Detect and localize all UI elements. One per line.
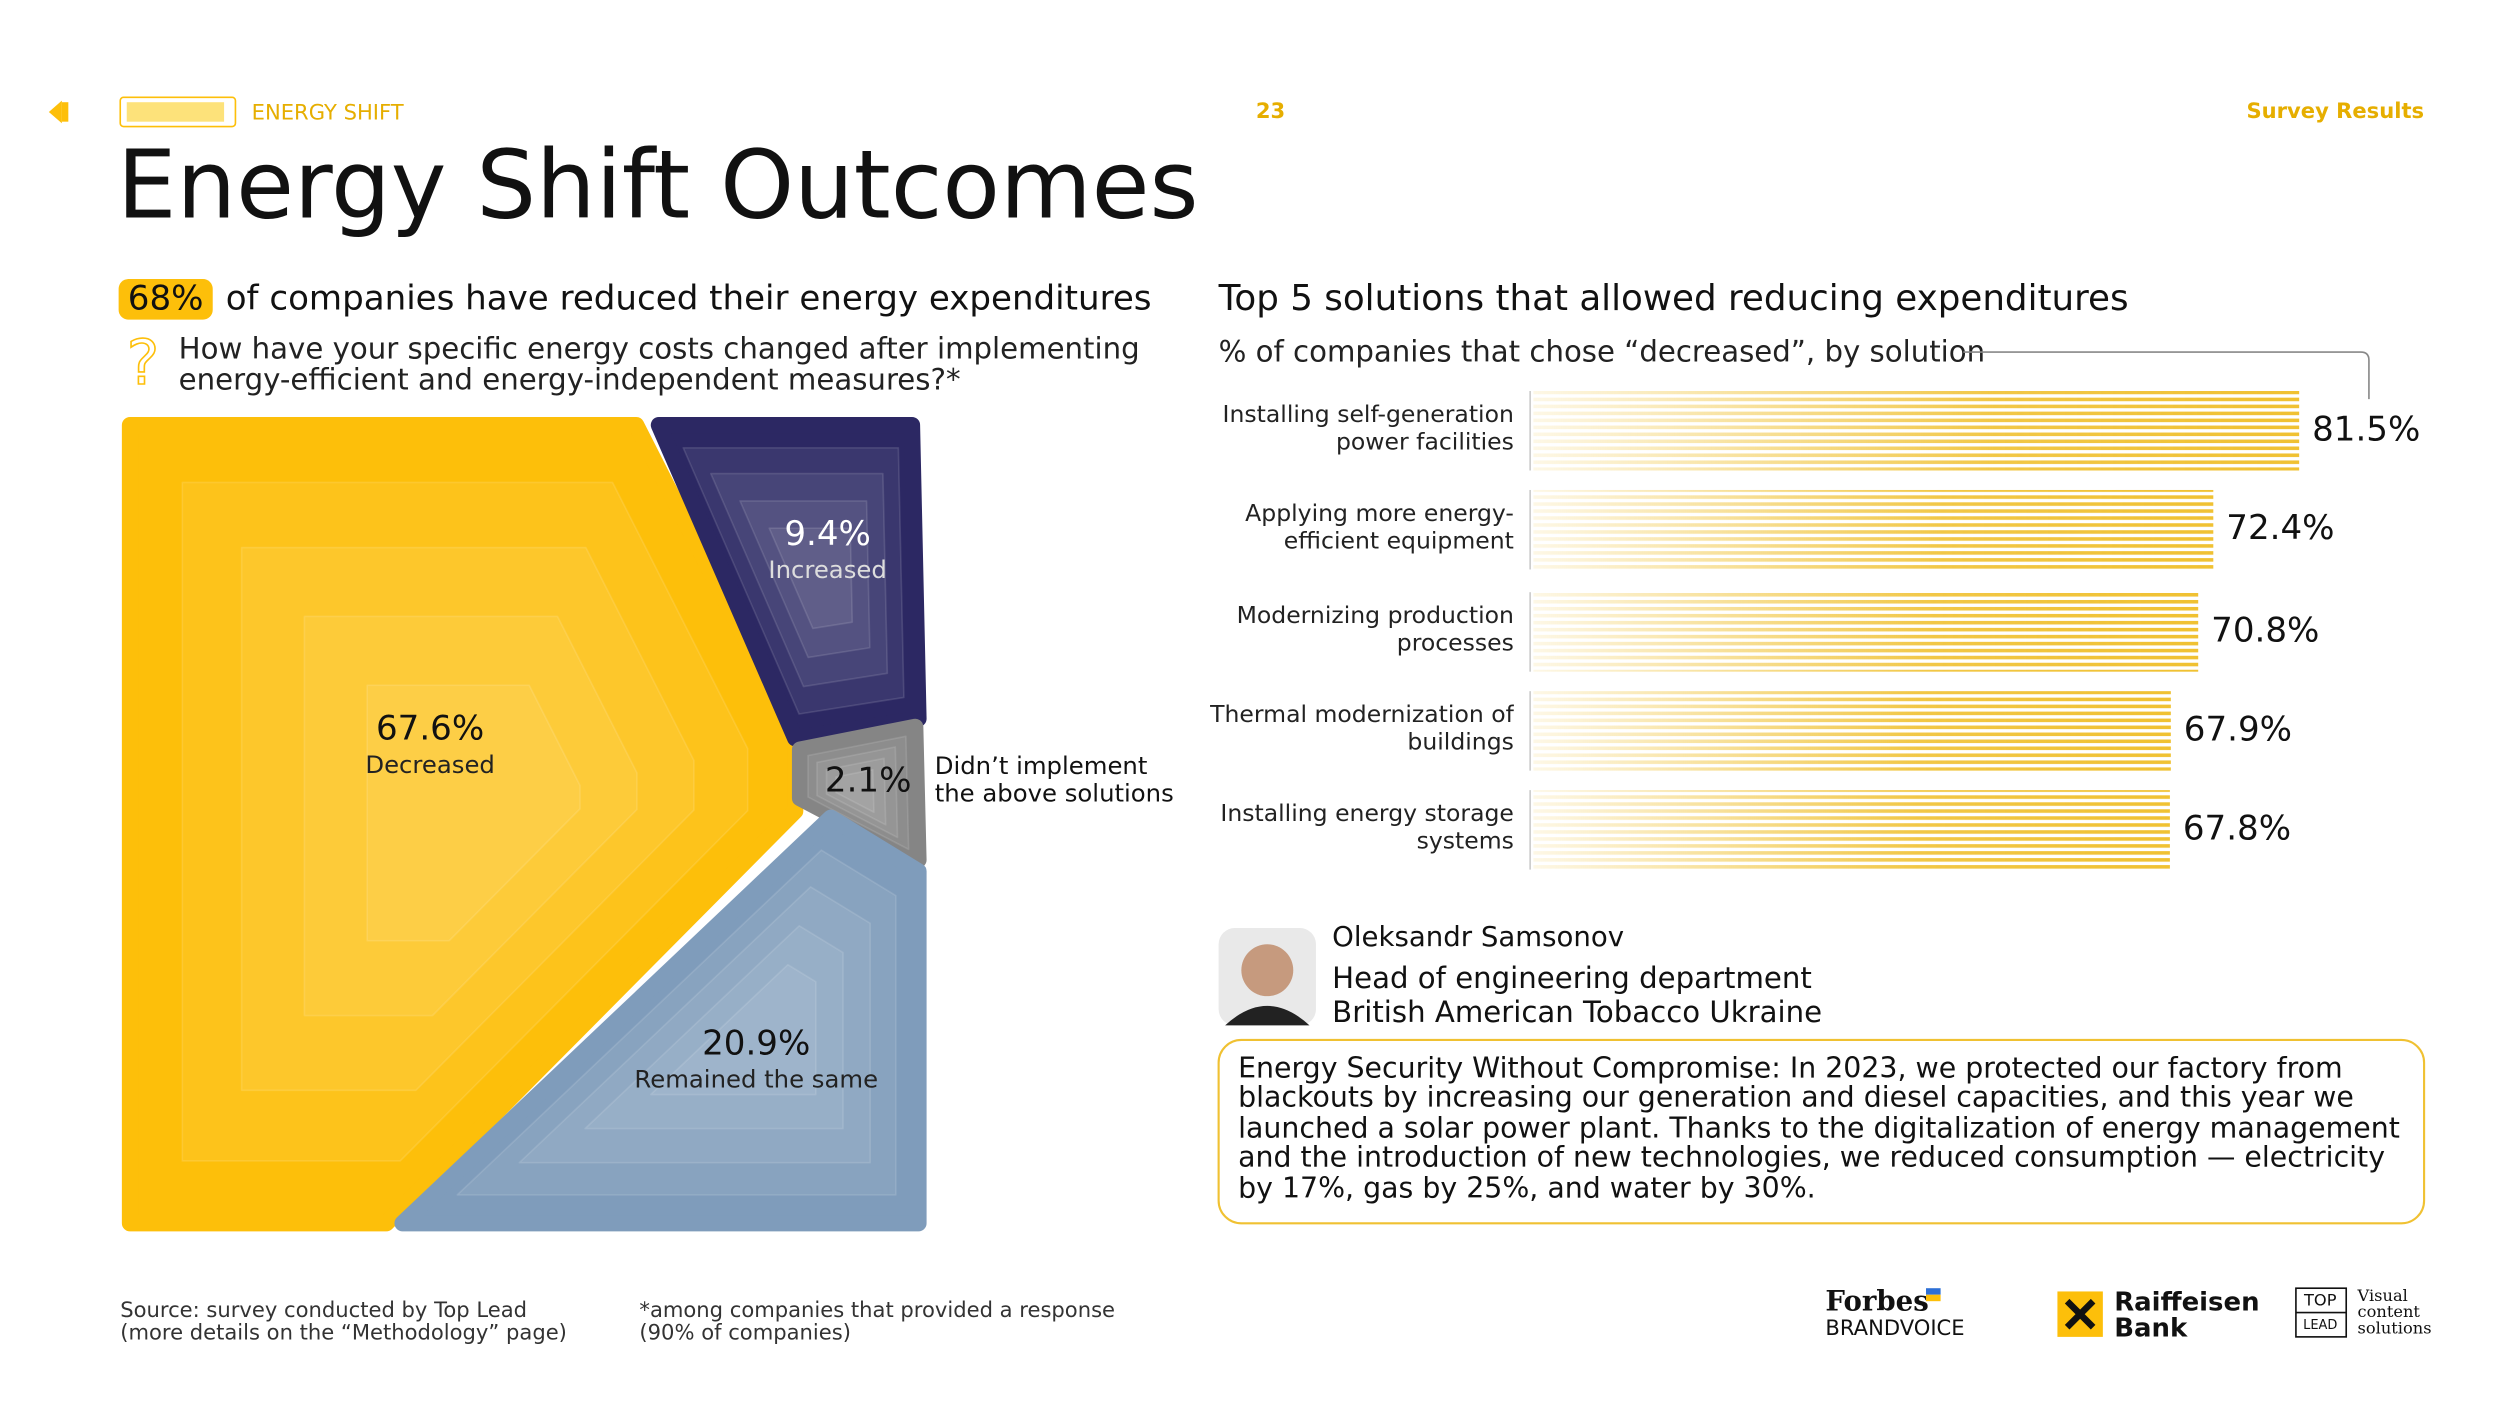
contour bbox=[649, 963, 817, 1096]
label-box: Applying more energy-efficient equipment bbox=[1245, 501, 1514, 555]
flag-yellow bbox=[1926, 1294, 1941, 1302]
person-name: Oleksandr Samsonov bbox=[1332, 920, 1624, 953]
contour bbox=[584, 924, 844, 1130]
portrait-face bbox=[1241, 944, 1294, 997]
note-line: *among companies that provided a respons… bbox=[639, 1297, 1115, 1322]
logo-brandvoice: BRANDVOICE bbox=[1825, 1315, 1964, 1340]
person-company: British American Tobacco Ukraine bbox=[1332, 995, 1822, 1029]
category-label: Installing energy storage systems bbox=[1220, 801, 1514, 855]
voronoi-cell bbox=[121, 416, 804, 1232]
voronoi-cell bbox=[650, 416, 927, 747]
contour bbox=[807, 735, 910, 851]
question-text: How have your specific energy costs chan… bbox=[178, 335, 1140, 398]
logo-lead: LEAD bbox=[2303, 1318, 2337, 1333]
voronoi-chart: 67.6%Decreased 9.4%Increased 2.1% Didn’t im… bbox=[121, 416, 1174, 1232]
right-subtitle: % of companies that chose “decreased”, b… bbox=[1219, 335, 1986, 369]
value-label: 20.9% bbox=[702, 1023, 810, 1063]
source-line: Source: survey conducted by Top Lead bbox=[120, 1297, 527, 1322]
part-label: Survey Results bbox=[2246, 98, 2424, 123]
category-label: Modernizing production processes bbox=[1236, 603, 1514, 657]
back-icon[interactable] bbox=[48, 100, 62, 124]
contour bbox=[240, 546, 695, 1092]
page-number: 23 bbox=[1256, 98, 1285, 123]
flag-blue bbox=[1926, 1288, 1941, 1295]
bar-chart: 81.5% Installing self-generation power fa… bbox=[1210, 391, 2420, 870]
logo-tagline: Visual bbox=[2357, 1286, 2408, 1305]
category-label: Didn’t implement the above solutions bbox=[934, 752, 1174, 808]
portrait-body bbox=[1225, 1005, 1310, 1026]
source-line: (more details on the “Methodology” page) bbox=[120, 1320, 567, 1345]
quote-container: Energy Security Without Compromise: In 2… bbox=[1238, 1054, 2400, 1205]
back-icon-bar bbox=[61, 102, 69, 122]
battery-icon bbox=[119, 96, 237, 128]
logo-tagline: solutions bbox=[2358, 1318, 2432, 1337]
category-label: Remained the same bbox=[634, 1065, 878, 1094]
bar-group bbox=[1533, 790, 2170, 870]
bar-group bbox=[1533, 489, 2214, 570]
bar-group bbox=[1533, 691, 2171, 771]
category-label: Applying more energy-efficient equipment bbox=[1245, 501, 1514, 555]
bar bbox=[1533, 691, 2171, 771]
quote-box bbox=[1217, 1038, 2426, 1225]
contour bbox=[768, 527, 854, 630]
bar-group bbox=[1533, 391, 2300, 471]
contour bbox=[835, 768, 875, 814]
category-label: Installing self-generation power facilit… bbox=[1222, 402, 1514, 456]
label-box: Installing energy storage systems bbox=[1220, 801, 1514, 855]
logo-top: TOP bbox=[2303, 1291, 2337, 1310]
category-label: Decreased bbox=[365, 750, 495, 779]
logo-tagline: content bbox=[2358, 1302, 2421, 1321]
connector-line bbox=[1963, 351, 2370, 400]
category-label: Increased bbox=[768, 555, 886, 584]
label-box: Installing self-generation power facilit… bbox=[1222, 402, 1514, 456]
bar-group bbox=[1533, 592, 2199, 672]
contour bbox=[816, 746, 899, 839]
contour bbox=[709, 472, 889, 688]
value-label: 2.1% bbox=[825, 761, 912, 801]
contour bbox=[181, 481, 749, 1162]
contour bbox=[303, 615, 638, 1017]
contour bbox=[518, 886, 872, 1164]
highlight-box bbox=[118, 279, 213, 320]
logo-bank: Bank bbox=[2114, 1313, 2188, 1343]
value-label: 72.4% bbox=[2226, 508, 2334, 548]
bar bbox=[1533, 592, 2199, 672]
contour bbox=[366, 684, 581, 942]
logo-raiffeisen-cross bbox=[2064, 1298, 2096, 1330]
value-label: 70.8% bbox=[2211, 610, 2319, 650]
left-heading: of companies have reduced their energy e… bbox=[226, 279, 1152, 319]
category-label: Thermal modernization of buildings bbox=[1210, 702, 1514, 756]
section-label: ENERGY SHIFT bbox=[252, 100, 404, 125]
value-label: 9.4% bbox=[784, 514, 871, 554]
logo-raiffeisen: Raiffeisen bbox=[2114, 1287, 2259, 1317]
contour bbox=[456, 849, 897, 1196]
bar bbox=[1533, 790, 2170, 870]
logo-forbes: Forbes bbox=[1825, 1284, 1928, 1317]
bar bbox=[1533, 391, 2300, 471]
page-title: Energy Shift Outcomes bbox=[117, 131, 1199, 240]
label-box: Didn’t implement the above solutions bbox=[934, 752, 1174, 808]
value-label: 67.6% bbox=[376, 709, 484, 749]
label-box: Modernizing production processes bbox=[1236, 603, 1514, 657]
right-heading: Top 5 solutions that allowed reducing ex… bbox=[1218, 278, 2129, 319]
note-line: (90% of companies) bbox=[639, 1320, 851, 1345]
contour bbox=[682, 447, 905, 715]
voronoi-cell bbox=[394, 809, 927, 1232]
highlight-value: 68% bbox=[128, 279, 204, 319]
person-role: Head of engineering department bbox=[1332, 961, 1812, 995]
label-box: Thermal modernization of buildings bbox=[1210, 702, 1514, 756]
quote-text: Energy Security Without Compromise: In 2… bbox=[1238, 1054, 2400, 1205]
value-label: 81.5% bbox=[2312, 409, 2420, 449]
bar bbox=[1533, 489, 2214, 570]
contour bbox=[739, 500, 871, 659]
value-label: 67.9% bbox=[2184, 709, 2292, 749]
question-box: How have your specific energy costs chan… bbox=[178, 335, 1140, 398]
question-icon: ? bbox=[127, 327, 160, 399]
value-label: 67.8% bbox=[2183, 808, 2291, 848]
contour bbox=[825, 757, 887, 826]
battery-fill bbox=[126, 102, 225, 122]
